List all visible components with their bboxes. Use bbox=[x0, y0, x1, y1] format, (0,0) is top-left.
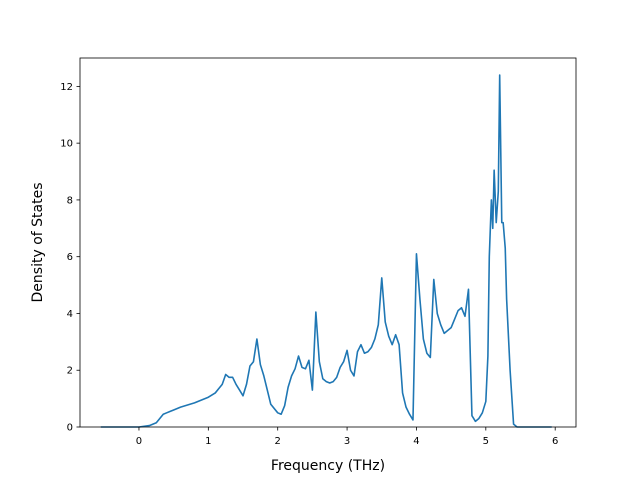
y-tick-label: 4 bbox=[67, 309, 73, 320]
x-tick-label: 0 bbox=[136, 436, 142, 447]
dos-series-line-0 bbox=[100, 74, 552, 428]
x-axis-ticks: 0 1 2 3 4 5 6 bbox=[136, 427, 558, 447]
x-tick-label: 2 bbox=[275, 436, 281, 447]
x-tick-label: 6 bbox=[552, 436, 558, 447]
plot-frame bbox=[79, 57, 577, 428]
plot-area bbox=[100, 74, 552, 428]
y-tick-label: 0 bbox=[67, 423, 73, 434]
y-axis-label: Density of States bbox=[30, 183, 46, 303]
y-tick-label: 10 bbox=[60, 139, 73, 150]
y-axis-ticks: 0 2 4 6 8 10 12 bbox=[60, 82, 80, 434]
y-tick-label: 6 bbox=[67, 252, 73, 263]
x-tick-label: 3 bbox=[344, 436, 350, 447]
y-tick-label: 2 bbox=[67, 366, 73, 377]
y-tick-label: 8 bbox=[67, 195, 73, 206]
x-tick-label: 4 bbox=[413, 436, 419, 447]
x-axis-label: Frequency (THz) bbox=[271, 458, 385, 474]
y-tick-label: 12 bbox=[60, 82, 73, 93]
x-tick-label: 5 bbox=[483, 436, 489, 447]
x-tick-label: 1 bbox=[205, 436, 211, 447]
